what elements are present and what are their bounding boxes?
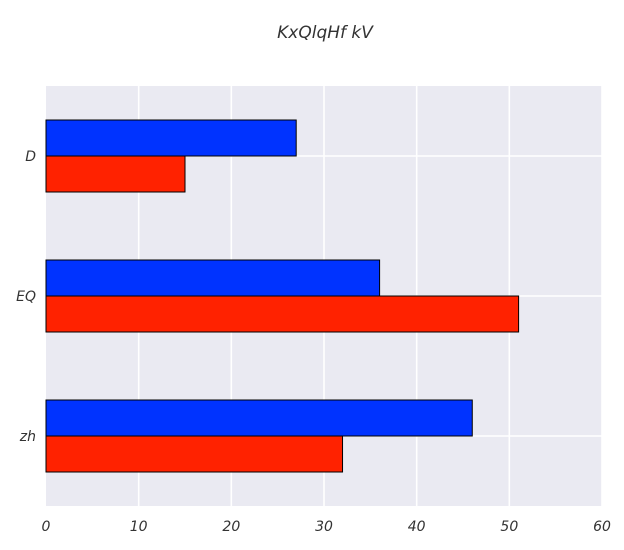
y-tick-label-EQ: EQ [16,289,36,305]
x-tick-label-10: 10 [130,519,148,535]
chart-title: KxQlqHf kV [277,23,374,43]
y-tick-label-D: D [25,149,36,165]
x-tick-label-60: 60 [593,519,611,535]
bar-series-2-EQ [45,295,520,333]
y-tick-label-zh: zh [19,429,36,445]
bar-series-1-EQ [45,259,381,297]
x-tick-label-0: 0 [42,519,51,535]
bar-series-1-D [45,119,297,157]
bars [45,119,520,473]
bar-series-2-zh [45,435,344,473]
y-tick-labels: D EQ zh [16,149,36,445]
x-tick-label-50: 50 [500,519,518,535]
bar-series-2-D [45,155,186,193]
x-tick-labels: 0 10 20 30 40 50 60 [42,519,611,535]
x-tick-label-20: 20 [222,519,240,535]
x-tick-label-30: 30 [315,519,333,535]
bar-series-1-zh [45,399,473,437]
x-tick-label-40: 40 [408,519,426,535]
